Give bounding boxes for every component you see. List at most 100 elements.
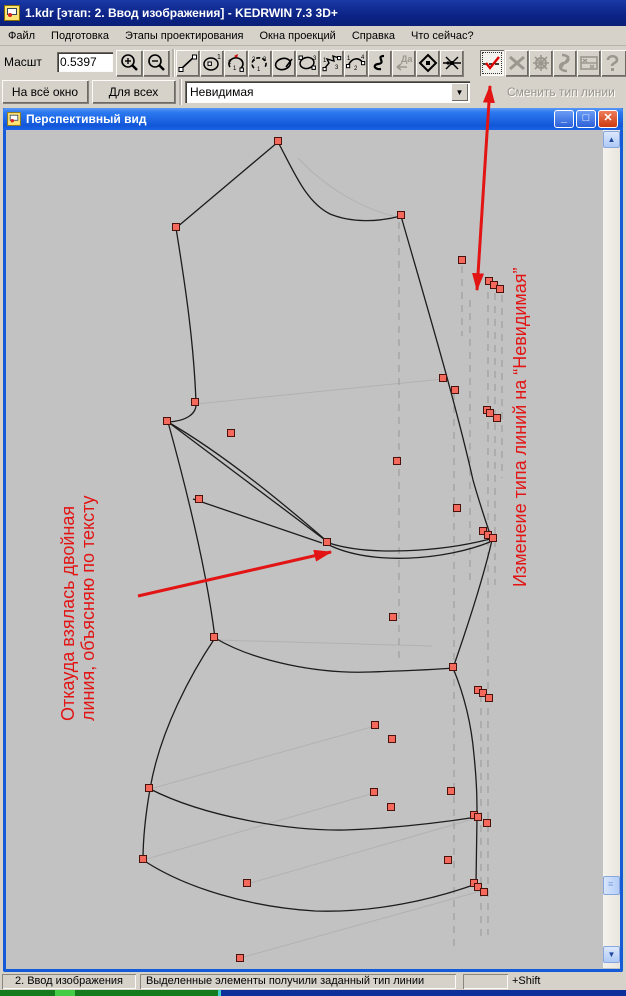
pattern-point[interactable] <box>489 534 497 542</box>
minimize-button[interactable]: _ <box>554 110 574 128</box>
scroll-up-button[interactable]: ▲ <box>603 131 620 148</box>
svg-text:1: 1 <box>323 58 327 64</box>
zoom-out-button[interactable] <box>143 50 169 76</box>
menu-item-projection-windows[interactable]: Окна проекций <box>259 29 336 42</box>
apply-da-icon: Да <box>396 54 413 71</box>
toolbar-separator-2 <box>179 79 181 105</box>
perspective-title: Перспективный вид <box>26 112 147 126</box>
pattern-point[interactable] <box>474 813 482 821</box>
sketch-ellipse-button[interactable] <box>272 50 295 76</box>
diamond-marker-button[interactable] <box>416 50 439 76</box>
spider-point-button[interactable] <box>440 50 463 76</box>
pattern-point[interactable] <box>371 721 379 729</box>
ellipse-3pt-button[interactable]: 3 <box>296 50 319 76</box>
toolbar-separator <box>172 49 174 77</box>
pattern-point[interactable] <box>444 856 452 864</box>
scroll-down-button[interactable]: ▼ <box>603 946 620 963</box>
app-titlebar[interactable]: 1.kdr [этап: 2. Ввод изображения] - KEDR… <box>0 0 626 26</box>
drawing-canvas[interactable] <box>7 130 598 965</box>
pattern-points <box>139 137 504 962</box>
pattern-point[interactable] <box>210 633 218 641</box>
pattern-point[interactable] <box>393 457 401 465</box>
pattern-point[interactable] <box>389 613 397 621</box>
cross-disabled-button <box>505 50 528 76</box>
scroll-thumb[interactable] <box>603 876 620 895</box>
change-linetype-label: Сменить тип линии <box>507 85 615 99</box>
pattern-point[interactable] <box>236 954 244 962</box>
linetype-check-button[interactable] <box>480 50 504 76</box>
pattern-point[interactable] <box>451 386 459 394</box>
pattern-point[interactable] <box>191 398 199 406</box>
pattern-point[interactable] <box>474 883 482 891</box>
pattern-point[interactable] <box>397 211 405 219</box>
pattern-point[interactable] <box>139 855 147 863</box>
pattern-point[interactable] <box>195 495 203 503</box>
linetype-check-icon <box>483 56 501 70</box>
app-title: 1.kdr [этап: 2. Ввод изображения] - KEDR… <box>25 6 338 20</box>
pattern-point[interactable] <box>145 784 153 792</box>
zoom-in-icon <box>121 54 138 71</box>
svg-text:2: 2 <box>228 60 232 66</box>
perspective-titlebar[interactable]: Перспективный вид _ □ ✕ <box>3 108 623 130</box>
menu-item-preparation[interactable]: Подготовка <box>51 29 109 42</box>
pattern-drawing <box>139 137 504 962</box>
toolbar-row-2: На всё окно Для всех Невидимая ▼ Сменить… <box>0 78 626 108</box>
linetype-selected-value: Невидимая <box>190 85 254 99</box>
app-icon <box>4 5 20 21</box>
ellipse-2pt-icon: 1 <box>202 54 221 71</box>
pattern-point[interactable] <box>243 879 251 887</box>
s-curve-button[interactable] <box>368 50 391 76</box>
pattern-point[interactable] <box>485 694 493 702</box>
pattern-point[interactable] <box>387 803 395 811</box>
pattern-point[interactable] <box>323 538 331 546</box>
zoom-in-button[interactable] <box>116 50 142 76</box>
menu-item-help[interactable]: Справка <box>351 29 395 42</box>
pattern-point[interactable] <box>227 429 235 437</box>
pattern-point[interactable] <box>370 788 378 796</box>
ellipse-2pt-button[interactable]: 1 <box>200 50 223 76</box>
pattern-point[interactable] <box>453 504 461 512</box>
pattern-point[interactable] <box>480 888 488 896</box>
pattern-point[interactable] <box>496 285 504 293</box>
pattern-point[interactable] <box>483 819 491 827</box>
pattern-point[interactable] <box>449 663 457 671</box>
bezier-curve-icon: 1 42 <box>345 55 365 72</box>
fit-window-label: На всё окно <box>11 84 79 99</box>
vertical-scrollbar[interactable]: ▲ ▼ <box>603 130 620 968</box>
menu-item-design-stages[interactable]: Этапы проектирования <box>124 29 244 42</box>
pattern-point[interactable] <box>458 256 466 264</box>
svg-text:2: 2 <box>252 57 256 63</box>
toolbar-row-1: Масшт 1 21 <box>0 46 626 78</box>
ribbon-disabled-button <box>553 50 576 76</box>
pattern-point[interactable] <box>274 137 282 145</box>
menu-item-what-now[interactable]: Что сейчас? <box>411 29 474 42</box>
annotation-text-left-line1: Откауда взялась двойная <box>58 505 78 721</box>
pattern-point[interactable] <box>439 374 447 382</box>
fit-window-button[interactable]: На всё окно <box>2 80 88 103</box>
pattern-point[interactable] <box>388 735 396 743</box>
maximize-button[interactable]: □ <box>576 110 596 128</box>
pattern-point[interactable] <box>479 689 487 697</box>
svg-text:3: 3 <box>313 56 317 62</box>
pattern-point[interactable] <box>486 409 494 417</box>
scale-input[interactable] <box>57 52 113 72</box>
svg-text:1: 1 <box>217 54 221 61</box>
line-tool-button[interactable] <box>176 50 199 76</box>
svg-text:3: 3 <box>263 57 267 63</box>
pattern-point[interactable] <box>447 787 455 795</box>
linetype-select[interactable]: Невидимая ▼ <box>185 81 470 103</box>
menu-item-file[interactable]: Файл <box>8 29 36 42</box>
close-button[interactable]: ✕ <box>598 110 618 128</box>
pattern-point[interactable] <box>163 417 171 425</box>
spider-point-icon <box>442 56 461 70</box>
pattern-point[interactable] <box>172 223 180 231</box>
chevron-down-icon[interactable]: ▼ <box>451 83 468 101</box>
pattern-point[interactable] <box>493 414 501 422</box>
pattern-outline[interactable] <box>142 141 493 912</box>
for-all-button[interactable]: Для всех <box>92 80 175 103</box>
gear-disabled-button <box>529 50 552 76</box>
